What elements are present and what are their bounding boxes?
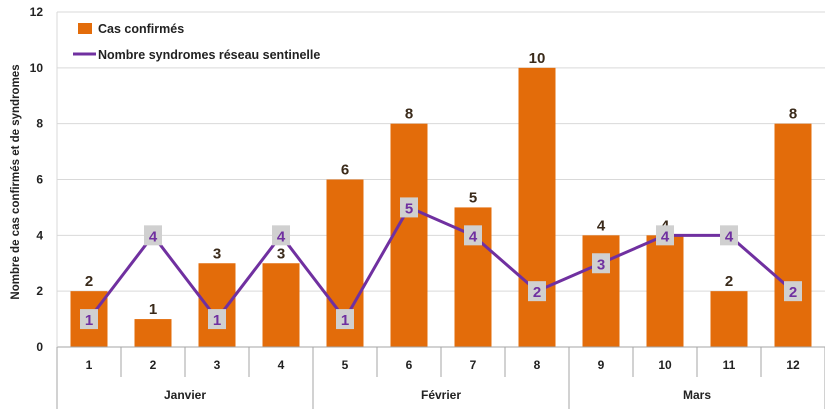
- bar: [710, 291, 748, 347]
- x-tick-label: 3: [214, 358, 221, 372]
- line-label-box: [80, 309, 98, 330]
- line-data-label: 4: [272, 225, 290, 246]
- line-label-box: [336, 309, 354, 330]
- line-label-box: [784, 281, 802, 302]
- x-tick-label: 4: [278, 358, 285, 372]
- line-label-box: [592, 253, 610, 274]
- line-data-label: 2: [784, 281, 802, 302]
- line-data-label: 4: [144, 225, 162, 246]
- line-label-text: 5: [405, 200, 413, 217]
- line-data-label: 5: [400, 197, 418, 218]
- line-label-text: 4: [725, 228, 734, 245]
- line-label-text: 4: [149, 228, 158, 245]
- bar-data-label: 8: [789, 106, 797, 123]
- y-tick-label: 0: [36, 340, 43, 354]
- y-tick-labels: 0 2 4 6 8 10 12: [30, 5, 44, 354]
- y-tick-label: 10: [30, 61, 44, 75]
- line-label-box: [400, 197, 418, 218]
- line-label-box: [528, 281, 546, 302]
- line-label-text: 3: [597, 256, 605, 273]
- bar: [774, 123, 812, 348]
- y-tick-label: 4: [36, 228, 43, 242]
- bar-data-label: 10: [529, 50, 546, 67]
- line-label-text: 1: [213, 312, 221, 329]
- bar-data-label: 8: [405, 106, 413, 123]
- month-label: Janvier: [164, 388, 206, 402]
- bar: [582, 235, 620, 347]
- bar: [198, 263, 236, 347]
- x-tick-label: 11: [723, 358, 736, 372]
- legend-swatch-bars: [78, 23, 92, 34]
- gridlines: [57, 11, 825, 292]
- y-tick-label: 2: [36, 284, 43, 298]
- x-tick-label: 6: [406, 358, 413, 372]
- line-label-box: [144, 225, 162, 246]
- line-data-label: 1: [336, 309, 354, 330]
- month-label: Février: [421, 388, 461, 402]
- x-tick-label: 2: [150, 358, 157, 372]
- line-label-text: 1: [85, 312, 93, 329]
- line-label-text: 2: [533, 284, 541, 301]
- line-label-box: [208, 309, 226, 330]
- y-axis-label: Nombre de cas confirmés et de syndromes: [10, 64, 22, 299]
- series-line: [87, 205, 794, 321]
- y-tick-label: 12: [30, 5, 44, 19]
- legend-label-line: Nombre syndromes réseau sentinelle: [98, 48, 320, 62]
- line-data-label: 4: [720, 225, 738, 246]
- x-tick-label: 12: [786, 358, 800, 372]
- bar: [134, 319, 172, 347]
- line-data-label: 4: [464, 225, 482, 246]
- line-data-label: 3: [592, 253, 610, 274]
- bar: [390, 123, 428, 348]
- line-label-box: [272, 225, 290, 246]
- month-label: Mars: [683, 388, 711, 402]
- x-tick-label: 1: [86, 358, 93, 372]
- y-tick-label: 6: [36, 173, 43, 187]
- x-tick-label: 5: [342, 358, 349, 372]
- bar: [646, 235, 684, 347]
- x-tick-label: 9: [598, 358, 605, 372]
- line-label-text: 4: [277, 228, 286, 245]
- line-label-box: [464, 225, 482, 246]
- line-label-text: 2: [789, 284, 797, 301]
- x-tick-label: 8: [534, 358, 541, 372]
- line-series: [87, 205, 794, 321]
- y-tick-label: 8: [36, 117, 43, 131]
- bar-data-label: 5: [469, 189, 477, 206]
- legend-label-bars: Cas confirmés: [98, 22, 184, 36]
- bar-data-label: 2: [725, 273, 733, 290]
- bar-data-label: 1: [149, 301, 157, 318]
- line-data-label: 1: [208, 309, 226, 330]
- bar-data-label: 4: [597, 217, 606, 234]
- bar-data-label: 2: [85, 273, 93, 290]
- line-data-label: 2: [528, 281, 546, 302]
- line-data-label: 4: [656, 225, 674, 246]
- legend: Cas confirmés Nombre syndromes réseau se…: [73, 22, 320, 62]
- line-label-text: 4: [469, 228, 478, 245]
- line-label-text: 1: [341, 312, 349, 329]
- bar-data-label: 3: [277, 245, 285, 262]
- line-label-box: [656, 225, 674, 246]
- x-tick-label: 7: [470, 358, 477, 372]
- bar: [262, 263, 300, 347]
- line-data-label: 1: [80, 309, 98, 330]
- line-label-box: [720, 225, 738, 246]
- bar-data-label: 6: [341, 162, 349, 179]
- bar: [518, 67, 556, 347]
- x-tick-label: 10: [658, 358, 672, 372]
- line-label-text: 4: [661, 228, 670, 245]
- bar-data-labels: 2 1 3 3 6 8 5 10 4 4 2 8: [85, 50, 797, 318]
- bars: [70, 67, 812, 348]
- bar-data-label: 3: [213, 245, 221, 262]
